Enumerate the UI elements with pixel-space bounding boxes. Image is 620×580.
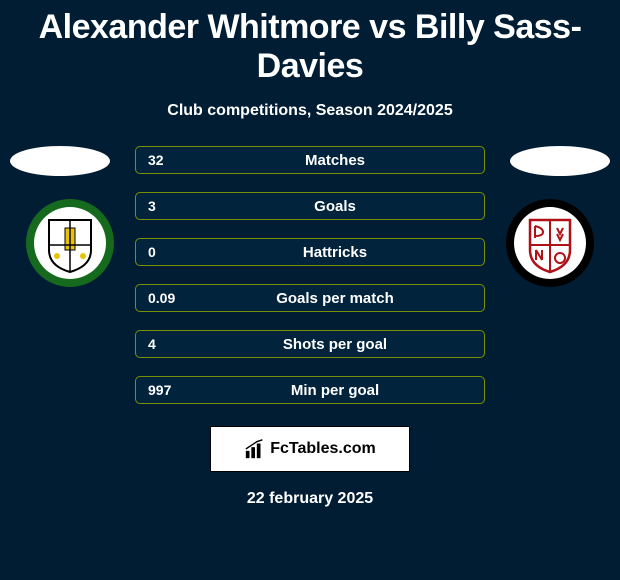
subtitle: Club competitions, Season 2024/2025: [0, 102, 620, 120]
stat-value: 0.09: [148, 290, 175, 306]
brand-box[interactable]: FcTables.com: [210, 426, 410, 472]
main-content: 32 Matches 3 Goals 0 Hattricks 0.09 Goal…: [0, 146, 620, 508]
stat-value: 4: [148, 336, 156, 352]
footer-date: 22 february 2025: [0, 490, 620, 508]
stat-row: 32 Matches: [135, 146, 485, 174]
crest-right-icon: [505, 198, 595, 288]
player-oval-left: [10, 146, 110, 176]
stat-value: 32: [148, 152, 164, 168]
stat-row: 0 Hattricks: [135, 238, 485, 266]
stat-row: 4 Shots per goal: [135, 330, 485, 358]
team-crest-right: [505, 198, 595, 288]
team-crest-left: [25, 198, 115, 288]
stat-row: 0.09 Goals per match: [135, 284, 485, 312]
stat-label: Shots per goal: [136, 336, 484, 353]
stat-value: 0: [148, 244, 156, 260]
stat-value: 997: [148, 382, 171, 398]
stat-label: Min per goal: [136, 382, 484, 399]
brand-label: FcTables.com: [270, 440, 376, 458]
stat-label: Goals per match: [136, 290, 484, 307]
player-oval-right: [510, 146, 610, 176]
stat-row: 997 Min per goal: [135, 376, 485, 404]
stat-label: Goals: [136, 198, 484, 215]
page-title: Alexander Whitmore vs Billy Sass-Davies: [0, 0, 620, 86]
stat-label: Matches: [136, 152, 484, 169]
crest-left-icon: [25, 198, 115, 288]
chart-icon: [244, 438, 266, 460]
stat-row: 3 Goals: [135, 192, 485, 220]
stat-value: 3: [148, 198, 156, 214]
stat-label: Hattricks: [136, 244, 484, 261]
